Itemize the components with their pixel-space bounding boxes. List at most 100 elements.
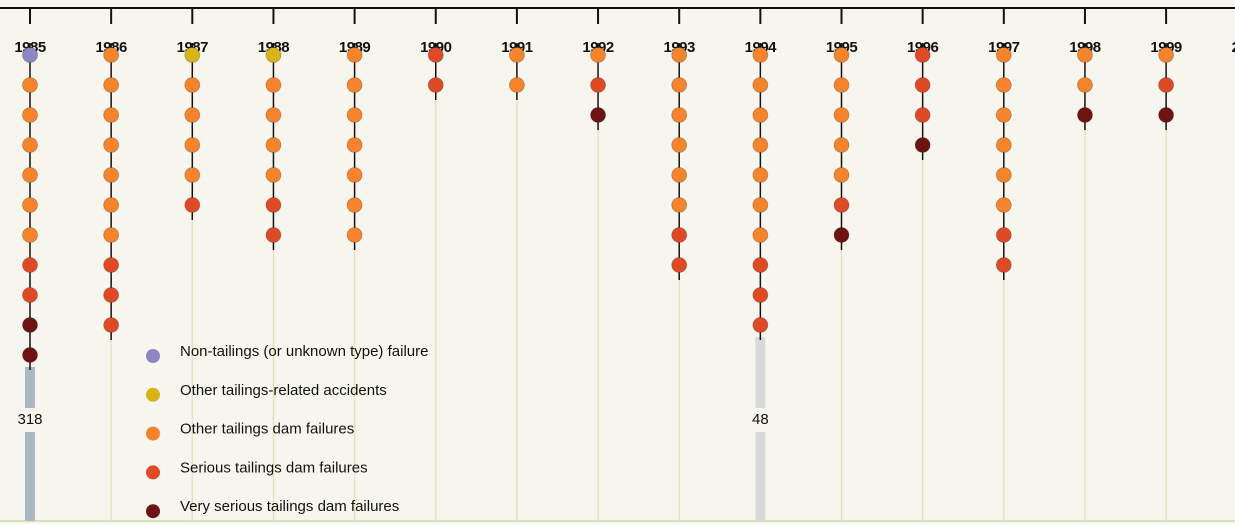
failure-dot (346, 167, 363, 183)
failure-dot (914, 137, 931, 153)
legend-swatch (146, 426, 160, 441)
failure-dot (671, 167, 688, 183)
failure-dot (103, 77, 120, 93)
failure-dot (22, 287, 38, 303)
total-label: 318 (17, 411, 42, 428)
failure-dot (22, 47, 38, 63)
failure-dot (265, 47, 282, 63)
failure-dot (833, 77, 850, 93)
failure-dot (103, 287, 120, 303)
failure-dot (103, 257, 120, 273)
failure-dot (671, 227, 688, 243)
failure-dot (1077, 77, 1093, 93)
failure-dot (1077, 47, 1093, 63)
failure-dot (184, 137, 201, 153)
legend-swatch (146, 504, 160, 519)
failure-dot (833, 167, 850, 183)
failure-dot (995, 77, 1012, 93)
failure-dot (995, 47, 1012, 63)
year-label: 2000 (1232, 39, 1235, 56)
failure-dot (752, 77, 769, 93)
failure-dot (184, 77, 201, 93)
failure-dot (833, 107, 850, 123)
failure-dot (914, 47, 931, 63)
failure-dot (265, 227, 282, 243)
legend-swatch (146, 387, 160, 402)
failure-dot (184, 197, 201, 213)
failure-dot (427, 47, 444, 63)
failure-dot (265, 197, 282, 213)
failure-dot (1158, 77, 1174, 93)
failure-dot (752, 257, 769, 273)
legend-label: Other tailings-related accidents (180, 382, 387, 399)
failure-dot (752, 47, 769, 63)
year-label: 1994 (745, 39, 778, 56)
failure-dot (265, 107, 282, 123)
failure-dot (671, 107, 688, 123)
failure-dot (590, 77, 606, 93)
failure-dot (346, 197, 363, 213)
failure-dot (103, 227, 120, 243)
failure-dot (914, 77, 931, 93)
failure-dot (1158, 47, 1174, 63)
failure-dot (22, 137, 38, 153)
failure-dot (103, 317, 120, 333)
failure-dot (22, 227, 38, 243)
label-bg (14, 408, 46, 432)
failure-dot (590, 107, 606, 123)
failure-dot (346, 137, 363, 153)
failure-dot (995, 167, 1012, 183)
failure-dot (22, 347, 38, 363)
failure-dot (671, 197, 688, 213)
failure-dot (671, 47, 688, 63)
failure-dot (265, 137, 282, 153)
failure-dot (752, 107, 769, 123)
failure-dot (752, 137, 769, 153)
failure-dot (1077, 107, 1093, 123)
failure-dot (22, 197, 38, 213)
failure-dot (346, 47, 363, 63)
failure-dot (184, 107, 201, 123)
failure-dot (265, 167, 282, 183)
failure-dot (427, 77, 444, 93)
failure-dot (752, 197, 769, 213)
failure-dot (184, 47, 201, 63)
legend-label: Non-tailings (or unknown type) failure (180, 343, 428, 360)
legend-label: Serious tailings dam failures (180, 459, 368, 476)
failure-dot (265, 77, 282, 93)
failure-dot (752, 167, 769, 183)
failure-dot (671, 77, 688, 93)
failure-dot (752, 287, 769, 303)
failure-dot (184, 167, 201, 183)
failure-dot (590, 47, 606, 63)
failure-dot (346, 227, 363, 243)
failure-dot (833, 197, 850, 213)
failure-dot (509, 47, 525, 63)
failure-dot (995, 197, 1012, 213)
total-label: 48 (752, 411, 769, 428)
legend-swatch (146, 465, 160, 480)
legend-label: Other tailings dam failures (180, 421, 354, 438)
failure-dot (995, 227, 1012, 243)
failure-dot (346, 77, 363, 93)
failure-dot (914, 107, 931, 123)
failure-dot (22, 107, 38, 123)
failure-dot (22, 77, 38, 93)
label-bg (744, 408, 777, 432)
failure-dot (346, 107, 363, 123)
failure-dot (833, 227, 850, 243)
total-bar (25, 367, 35, 521)
legend-label: Very serious tailings dam failures (180, 498, 399, 515)
failure-dot (103, 197, 120, 213)
failure-dot (103, 107, 120, 123)
failure-dot (752, 317, 769, 333)
failure-dot (833, 47, 850, 63)
failure-dot (995, 257, 1012, 273)
failure-dot (1158, 107, 1174, 123)
failure-dot (22, 167, 38, 183)
failure-dot (671, 137, 688, 153)
failure-dot (509, 77, 525, 93)
failure-dot (752, 227, 769, 243)
failure-dot (995, 107, 1012, 123)
